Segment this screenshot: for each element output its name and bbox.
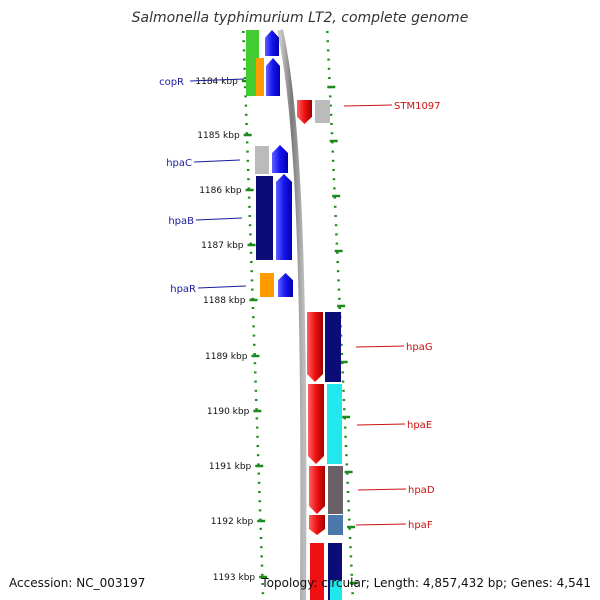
gene-label-copR: copR — [159, 77, 184, 88]
gene-callout-line — [355, 345, 405, 348]
gene-block-cyan — [327, 384, 342, 464]
gene-block-gray-dark — [328, 466, 343, 514]
gene-block-orange — [260, 273, 274, 297]
gene-block-navy — [256, 176, 273, 260]
backbone-layer — [277, 29, 307, 600]
gene-block-green — [246, 30, 259, 96]
gene-callout-line — [195, 217, 243, 221]
kbp-label: 1184 kbp — [195, 77, 238, 87]
gene-arrow-blue — [265, 30, 279, 56]
accession-text: Accession: NC_003197 — [9, 576, 146, 590]
gene-block-navy — [325, 312, 341, 382]
genome-title: Salmonella typhimurium LT2, complete gen… — [131, 10, 469, 26]
backbone-curve — [277, 29, 307, 600]
gene-callout-line — [343, 104, 393, 107]
gene-callout-line — [189, 78, 245, 82]
kbp-label: 1187 kbp — [201, 241, 244, 251]
kbp-label: 1193 kbp — [213, 573, 256, 583]
gene-label-hpaE: hpaE — [407, 420, 432, 431]
kbp-label: 1192 kbp — [211, 517, 254, 527]
gene-arrow-blue — [278, 273, 293, 297]
gene-arrow-red — [307, 312, 323, 382]
kbp-label: 1190 kbp — [207, 407, 250, 417]
gene-block-red — [310, 543, 324, 600]
gene-label-hpaD: hpaD — [408, 485, 435, 496]
gene-callout-line — [197, 285, 247, 289]
gene-callout-line — [355, 523, 407, 526]
gene-callout-line — [357, 488, 407, 491]
gene-block-steel — [328, 515, 343, 535]
kbp-label: 1185 kbp — [197, 131, 240, 141]
kbp-label: 1191 kbp — [209, 462, 252, 472]
gene-arrow-red — [309, 466, 325, 514]
gene-label-hpaC: hpaC — [166, 158, 192, 169]
gene-arrow-blue — [272, 145, 288, 173]
gene-callout-line — [356, 423, 406, 426]
gene-arrow-red — [309, 515, 325, 535]
gene-arrow-blue — [266, 58, 280, 96]
gene-arrow-blue — [276, 174, 292, 260]
gene-block-orange — [256, 58, 264, 96]
kbp-label: 1189 kbp — [205, 352, 248, 362]
gene-arrow-red — [297, 100, 312, 124]
label-layer: 1184 kbp 1185 kbp 1186 kbp 1187 kbp 1188 kbp… — [159, 77, 440, 583]
kbp-label: 1188 kbp — [203, 296, 246, 306]
gene-label-hpaR: hpaR — [170, 284, 196, 295]
gene-block-gray — [255, 146, 269, 174]
gene-label-hpaG: hpaG — [406, 342, 433, 353]
gene-label-STM1097: STM1097 — [394, 101, 441, 112]
topology-text: Topology: circular; Length: 4,857,432 bp… — [261, 576, 591, 590]
gene-label-hpaF: hpaF — [408, 520, 433, 531]
kbp-label: 1186 kbp — [199, 186, 242, 196]
gene-label-hpaB: hpaB — [168, 216, 194, 227]
gene-block-gray — [315, 100, 330, 123]
gene-arrow-red — [308, 384, 324, 464]
gene-block-cyan — [330, 580, 342, 600]
gene-callout-line — [193, 159, 241, 163]
feature-layer — [246, 30, 343, 600]
tick-layer — [241, 31, 358, 595]
